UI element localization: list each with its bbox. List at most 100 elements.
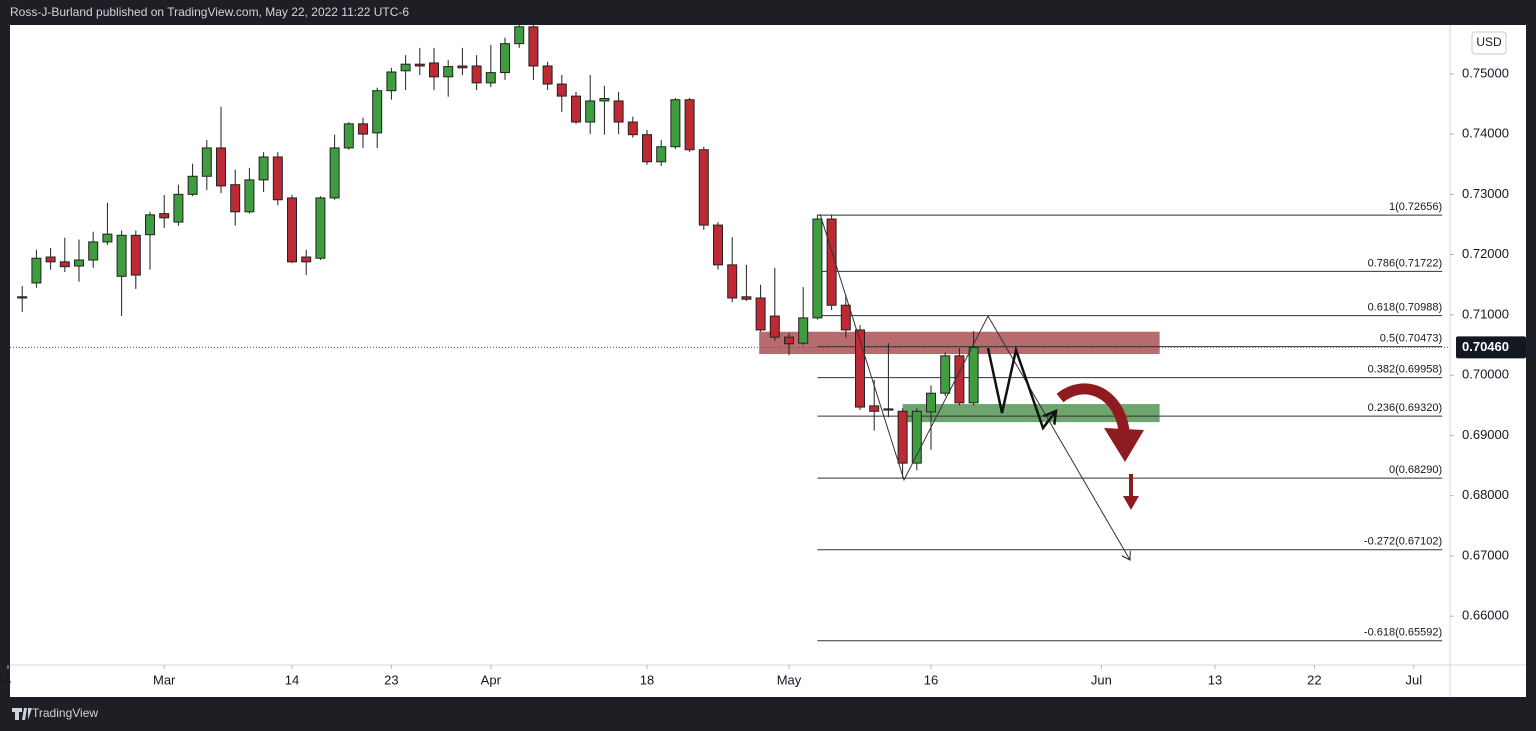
price-zone — [902, 404, 1160, 423]
x-tick-label: 14 — [285, 672, 299, 687]
x-tick-label: 16 — [924, 672, 938, 687]
fib-label: -0.618(0.65592) — [1364, 627, 1442, 639]
candle-body — [59, 261, 70, 268]
curved-arrow-head — [1104, 428, 1144, 462]
brand-logo — [12, 708, 32, 720]
fib-label: -0.272(0.67102) — [1364, 536, 1442, 548]
candle-body — [542, 65, 553, 85]
candle-body — [31, 257, 42, 284]
candle-body — [414, 63, 425, 67]
y-tick-label: 0.71000 — [1462, 306, 1509, 321]
candle-body — [741, 296, 752, 300]
x-tick-label: 13 — [1208, 672, 1222, 687]
candle-body — [244, 179, 255, 213]
x-tick-label: 4 — [4, 672, 11, 687]
candle-body — [88, 241, 99, 261]
drawings — [819, 213, 1144, 560]
last-price-label: 0.70460 — [1462, 339, 1509, 354]
y-tick-label: 0.74000 — [1462, 126, 1509, 141]
fib-label: 0(0.68290) — [1389, 464, 1442, 476]
candle-body — [173, 193, 184, 223]
candle-body — [684, 99, 695, 151]
candle-body — [358, 123, 369, 135]
candle-body — [145, 214, 156, 236]
zigzag-path — [986, 345, 1056, 431]
y-tick-label: 0.75000 — [1462, 65, 1509, 80]
plot-area: 1(0.72656) 0.786(0.71722) 0.618(0.70988) 0.… — [10, 25, 1450, 642]
candle-body — [500, 43, 511, 74]
candle-body — [201, 147, 212, 177]
candle-body — [272, 156, 283, 201]
candle-body — [187, 175, 198, 195]
x-tick-label: 22 — [1307, 672, 1321, 687]
candle-body — [670, 99, 681, 148]
curved-arrow — [1056, 383, 1130, 432]
last-price-badge — [1456, 336, 1526, 359]
candle-body — [17, 296, 28, 299]
brand-name: TradingView — [32, 706, 98, 720]
candle-body — [74, 259, 85, 267]
y-tick-label: 0.66000 — [1462, 608, 1509, 623]
candle-body — [954, 355, 965, 404]
y-tick-label: 0.67000 — [1462, 547, 1509, 562]
x-tick-label: Mar — [153, 672, 176, 687]
candle-body — [429, 62, 440, 78]
x-tick-label: Jul — [1405, 672, 1422, 687]
y-tick-label: 0.68000 — [1462, 487, 1509, 502]
fib-label: 1(0.72656) — [1389, 201, 1442, 213]
candle-body — [400, 63, 411, 72]
candle-body — [514, 26, 525, 45]
candle-body — [258, 156, 269, 181]
fib-label: 0.786(0.71722) — [1368, 257, 1443, 269]
projection-line — [819, 213, 1130, 560]
candle-body — [627, 121, 638, 136]
y-tick-label: 0.72000 — [1462, 246, 1509, 261]
candle-body — [301, 256, 312, 263]
candle-body — [485, 72, 496, 84]
candle-body — [216, 147, 227, 187]
chart-panel — [10, 25, 1526, 697]
candle-body — [698, 149, 709, 226]
candle-body — [784, 336, 795, 345]
candle-body — [343, 123, 354, 149]
candle-body — [826, 218, 837, 306]
candle-body — [656, 146, 667, 163]
candle-body — [798, 317, 809, 344]
candle-body — [869, 405, 880, 412]
candle-body — [471, 65, 482, 84]
candle-body — [230, 184, 241, 213]
currency-badge[interactable] — [1471, 31, 1507, 55]
publisher-line: Ross-J-Burland published on TradingView.… — [10, 5, 409, 19]
candle-body — [840, 304, 851, 331]
candle-body — [102, 233, 113, 243]
fib-label: 0.5(0.70473) — [1380, 333, 1442, 345]
x-tick-label: 23 — [384, 672, 398, 687]
candle-body — [769, 315, 780, 338]
candle-body — [443, 66, 454, 78]
candle-body — [571, 95, 582, 123]
y-tick-label: 0.69000 — [1462, 427, 1509, 442]
fib-label: 0.618(0.70988) — [1368, 301, 1443, 313]
x-tick-label: Apr — [481, 672, 502, 687]
candle-body — [713, 224, 724, 266]
candle-body — [159, 213, 170, 219]
fib-label: 0.236(0.69320) — [1368, 402, 1443, 414]
candle-body — [329, 147, 340, 199]
candle-body — [854, 329, 865, 408]
candle-body — [925, 392, 936, 413]
down-arrow-head — [1123, 496, 1139, 510]
fib-label: 0.382(0.69958) — [1368, 364, 1443, 376]
candle-body — [812, 218, 823, 319]
y-tick-label: 0.73000 — [1462, 186, 1509, 201]
candle-body — [911, 410, 922, 464]
x-tick-label: Jun — [1091, 672, 1112, 687]
x-tick-label: 18 — [640, 672, 654, 687]
candle-body — [130, 234, 141, 276]
candle-body — [599, 98, 610, 102]
candle-body — [897, 410, 908, 464]
candle-body — [727, 264, 738, 299]
candle-body — [528, 26, 539, 67]
candle-body — [642, 134, 653, 163]
